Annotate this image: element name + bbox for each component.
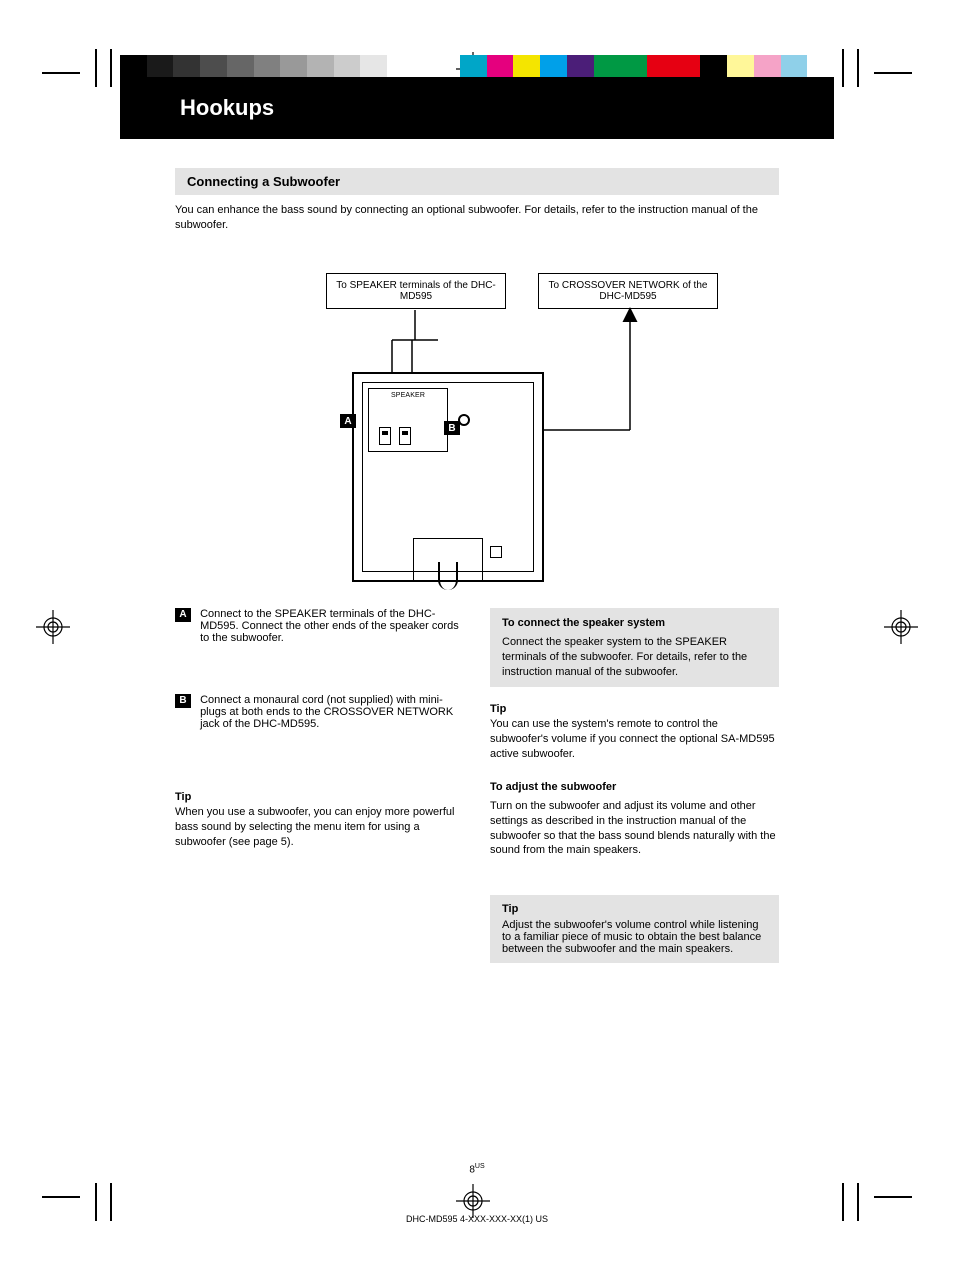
speaker-post-right (399, 427, 411, 445)
marker-a-icon: A (175, 608, 191, 622)
swatch (307, 55, 334, 77)
swatch (334, 55, 361, 77)
swatch (200, 55, 227, 77)
tip-volume-title: Tip (502, 903, 767, 915)
registration-target-icon (884, 610, 918, 644)
footer-filename: DHC-MD595 4-XXX-XXX-XX(1) US (406, 1214, 548, 1224)
swatch (700, 55, 727, 77)
tip-small-title: Tip (490, 702, 779, 717)
swatch (147, 55, 174, 77)
adjust-body: Turn on the subwoofer and adjust its vol… (490, 799, 779, 858)
swatch (754, 55, 781, 77)
tip-volume-body: Adjust the subwoofer's volume control wh… (502, 919, 767, 955)
connect-speakers-heading: To connect the speaker system (502, 616, 767, 631)
terminal-panel-label: SPEAKER (391, 392, 425, 399)
section-heading-text: Connecting a Subwoofer (187, 174, 340, 189)
swatch (594, 55, 621, 77)
chapter-title: Hookups (180, 95, 274, 121)
swatch (513, 55, 540, 77)
crop-mark (874, 72, 912, 74)
crop-mark (95, 49, 97, 87)
power-cord-icon (438, 562, 458, 590)
section-heading-bar: Connecting a Subwoofer (175, 168, 779, 195)
swatch (387, 55, 414, 77)
definition-a: A Connect to the SPEAKER terminals of th… (175, 608, 465, 644)
subwoofer-rear-diagram: SPEAKER (352, 372, 544, 582)
crop-mark (95, 1183, 97, 1221)
crop-mark (42, 72, 80, 74)
tip-small-body: You can use the system's remote to contr… (490, 717, 779, 762)
intro-paragraph: You can enhance the bass sound by connec… (175, 203, 779, 233)
registration-target-icon (36, 610, 70, 644)
crop-mark (842, 49, 844, 87)
definition-b-text: Connect a monaural cord (not supplied) w… (200, 694, 460, 730)
swatch (173, 55, 200, 77)
crop-mark (857, 49, 859, 87)
tip-main-body: When you use a subwoofer, you can enjoy … (175, 805, 465, 850)
swatch (567, 55, 594, 77)
swatch (727, 55, 754, 77)
right-col-adjust: To adjust the subwoofer Turn on the subw… (490, 780, 779, 858)
right-col-speakers: To connect the speaker system Connect th… (490, 608, 779, 697)
speaker-post-left (379, 427, 391, 445)
swatch (254, 55, 281, 77)
swatch (227, 55, 254, 77)
swatch (620, 55, 647, 77)
page-number: 8US (469, 1163, 484, 1175)
swatch (807, 55, 834, 77)
swatch (280, 55, 307, 77)
crop-mark (42, 1196, 80, 1198)
crop-mark (842, 1183, 844, 1221)
registration-target-icon (456, 1184, 490, 1218)
swatch (460, 55, 487, 77)
diagram-marker-a: A (340, 414, 356, 428)
swatch (647, 55, 674, 77)
connect-speakers-body: Connect the speaker system to the SPEAKE… (502, 635, 767, 680)
crop-mark (110, 49, 112, 87)
crop-mark (110, 1183, 112, 1221)
adjust-heading: To adjust the subwoofer (490, 780, 779, 795)
press-color-bar (120, 55, 834, 77)
swatch (360, 55, 387, 77)
voltage-label-box (490, 546, 502, 558)
tip-main-title: Tip (175, 790, 465, 805)
tip-main: Tip When you use a subwoofer, you can en… (175, 790, 465, 849)
tip-volume-box: Tip Adjust the subwoofer's volume contro… (490, 895, 779, 963)
swatch (120, 55, 147, 77)
crop-mark (857, 1183, 859, 1221)
right-col-tip-small: Tip You can use the system's remote to c… (490, 702, 779, 761)
definition-a-text: Connect to the SPEAKER terminals of the … (200, 608, 460, 644)
diagram-marker-b: B (444, 421, 460, 435)
swatch (674, 55, 701, 77)
callout-crossover-network: To CROSSOVER NETWORK of the DHC-MD595 (538, 273, 718, 309)
chapter-header: Hookups (120, 77, 834, 139)
marker-b-icon: B (175, 694, 191, 708)
swatch (781, 55, 808, 77)
swatch (487, 55, 514, 77)
callout-speaker-terminals: To SPEAKER terminals of the DHC-MD595 (326, 273, 506, 309)
definition-b: B Connect a monaural cord (not supplied)… (175, 694, 465, 730)
crop-mark (874, 1196, 912, 1198)
swatch (540, 55, 567, 77)
speaker-terminal-panel: SPEAKER (368, 388, 448, 452)
